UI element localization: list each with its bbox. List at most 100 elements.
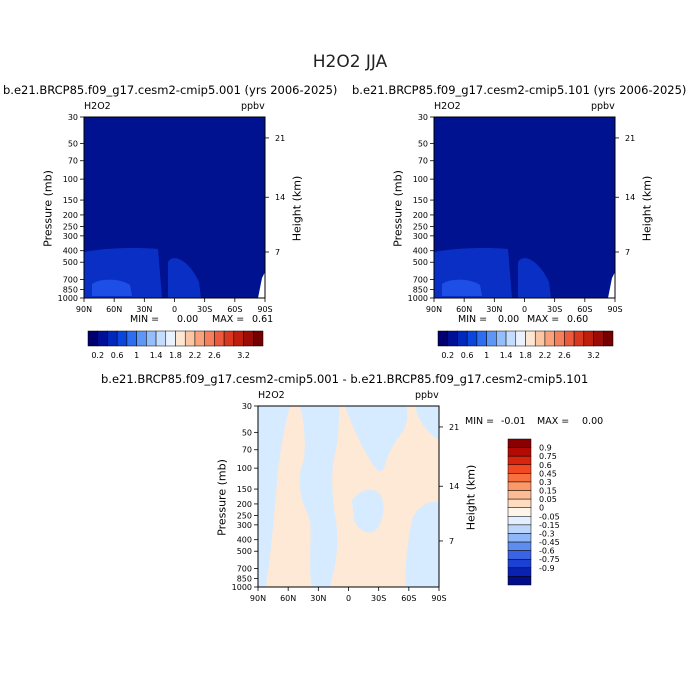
panel-2-title: b.e21.BRCP85.f09_g17.cesm2-cmip5.101 (yr… [352,83,687,97]
colorbar-1-swatch-2 [107,330,118,347]
colorbar-2-swatch-11 [544,330,555,347]
panel-1-xtick-label-6: 90S [257,305,272,314]
colorbar-1-label-2: 1 [134,351,139,360]
panel-2-field-label: H2O2 [434,101,461,112]
colorbar-2-label-7: 3.2 [587,351,600,360]
panel-2-ytick-label-4: 150 [413,196,428,205]
colorbar-3-label-9: -0.15 [539,521,560,530]
panel-3-blue-region-3 [345,406,408,472]
colorbar-3-swatch-1 [507,447,532,457]
colorbar-1-swatch-9 [175,330,186,347]
panel-2-missing-data [576,272,615,298]
colorbar-2-swatch-7 [505,330,517,347]
colorbar-3-swatch-13 [507,550,532,560]
panel-1-max-label: MAX = [212,314,245,325]
colorbar-1-swatch-13 [214,330,225,347]
colorbar-2-swatch-13 [564,330,575,347]
colorbar-3-swatch-4 [507,473,532,483]
colorbar-3-label-8: -0.05 [539,512,560,521]
panel-2-y2tick-label-1: 14 [625,193,635,202]
panel-1-ytick-label-9: 500 [63,258,78,267]
colorbar-3-label-0: 0.9 [539,444,552,453]
panel-1-ytick-label-11: 850 [63,286,78,295]
panel-3-ytick-label-9: 500 [237,547,252,556]
panel-3-blue-region-1 [258,406,290,587]
panel-2-ytick-label-6: 250 [413,222,428,231]
colorbar-3-label-5: 0.15 [539,487,557,496]
panel-2-xtick-label-3: 0 [522,305,527,314]
panel-1-title: b.e21.BRCP85.f09_g17.cesm2-cmip5.001 (yr… [3,83,338,97]
colorbar-3-swatch-5 [507,481,532,491]
colorbar-1-label-0: 0.2 [91,351,104,360]
panel-3-ytick-label-8: 400 [237,536,252,545]
panel-1-lower-band-south [168,258,201,298]
panel-1-ytick-label-8: 400 [63,247,78,256]
panel-3-ylabel: Pressure (mb) [215,459,229,536]
colorbars: 0.2 0.6 1 1.4 1.8 2.2 2.6 3.2 0.2 0.6 1 1.4 1.8 2.2 2.… [87,330,614,586]
panel-2-max-label: MAX = [527,314,560,325]
panel-1-missing-data [226,272,265,298]
panel-2-field [434,117,615,298]
panel-2-ylabel: Pressure (mb) [391,170,405,247]
colorbar-2-swatch-10 [534,330,546,347]
colorbar-1-label-4: 1.8 [169,351,182,360]
panel-1-xtick-label-2: 30N [136,305,152,314]
colorbar-2-swatch-1 [447,330,458,347]
panel-1-field-label: H2O2 [84,101,111,112]
colorbar-3-swatch-15 [507,567,532,577]
panel-3-xtick-label-5: 60S [401,594,416,603]
colorbar-1-swatch-1 [97,330,108,347]
panel-3-xtick-label-0: 90N [250,594,266,603]
panel-3-ytick-label-4: 150 [237,485,252,494]
colorbar-3-swatch-11 [507,533,532,543]
panel-1-ytick-label-12: 1000 [58,294,78,303]
panel-2-ytick-label-9: 500 [413,258,428,267]
panel-2-xtick-label-0: 90N [426,305,442,314]
panel-2-xtick-label-6: 90S [607,305,622,314]
panel-2-min-value: 0.00 [498,314,520,325]
panel-3-min-value: -0.01 [501,416,526,427]
panel-3-blue-region-5 [405,501,439,587]
panel-3-peach-pocket [268,557,295,587]
panel-2-ytick-label-11: 850 [413,286,428,295]
panel-2-xtick-label-4: 30S [547,305,562,314]
colorbar-1-label-6: 2.6 [208,351,221,360]
panel-2-ytick-label-2: 70 [418,157,428,166]
colorbar-2-label-3: 1.4 [500,351,513,360]
panel-1-xtick-label-1: 60N [106,305,122,314]
axis-ticks: 3050701001502002503004005007008501000211… [58,113,636,603]
colorbar-3-swatch-10 [507,524,532,534]
colorbar-3-label-11: -0.45 [539,538,560,547]
panel-1-ytick-label-2: 70 [68,157,78,166]
panel-2-ytick-label-5: 200 [413,211,428,220]
panel-1-units: ppbv [241,101,265,112]
panel-3-blue-region-2 [299,406,340,587]
colorbar-1-label-1: 0.6 [111,351,124,360]
panel-1-min-label: MIN = [130,314,160,325]
colorbar-2-label-1: 0.6 [461,351,474,360]
panel-1-y2tick-label-1: 14 [275,193,285,202]
panel-2-y2tick-label-2: 7 [625,248,630,257]
colorbar-2-label-5: 2.2 [539,351,552,360]
colorbar-2-label-6: 2.6 [558,351,571,360]
panel-3-y2tick-label-0: 21 [449,423,459,432]
colorbar-3-swatch-7 [507,498,532,508]
panel-3-y2tick-label-2: 7 [449,537,454,546]
colorbar-3-label-6: 0.05 [539,495,557,504]
colorbar-1-swatch-11 [194,330,205,347]
panel-1-ylabel: Pressure (mb) [41,170,55,247]
colorbar-3-label-7: 0 [539,504,544,513]
colorbar-2-label-2: 1 [484,351,489,360]
colorbar-3-swatch-14 [507,558,532,569]
colorbar-2-swatch-2 [457,330,468,347]
colorbar-2-swatch-9 [525,330,536,347]
colorbar-2-swatch-5 [486,330,497,347]
colorbar-1-label-5: 2.2 [189,351,202,360]
colorbar-3-label-3: 0.45 [539,469,557,478]
panel-3-title: b.e21.BRCP85.f09_g17.cesm2-cmip5.001 - b… [101,372,589,386]
panel-3-max-value: 0.00 [582,416,604,427]
panel-3-blue-region-6 [415,406,439,440]
colorbar-1-label-7: 3.2 [237,351,250,360]
colorbar-1-swatch-12 [204,330,215,347]
